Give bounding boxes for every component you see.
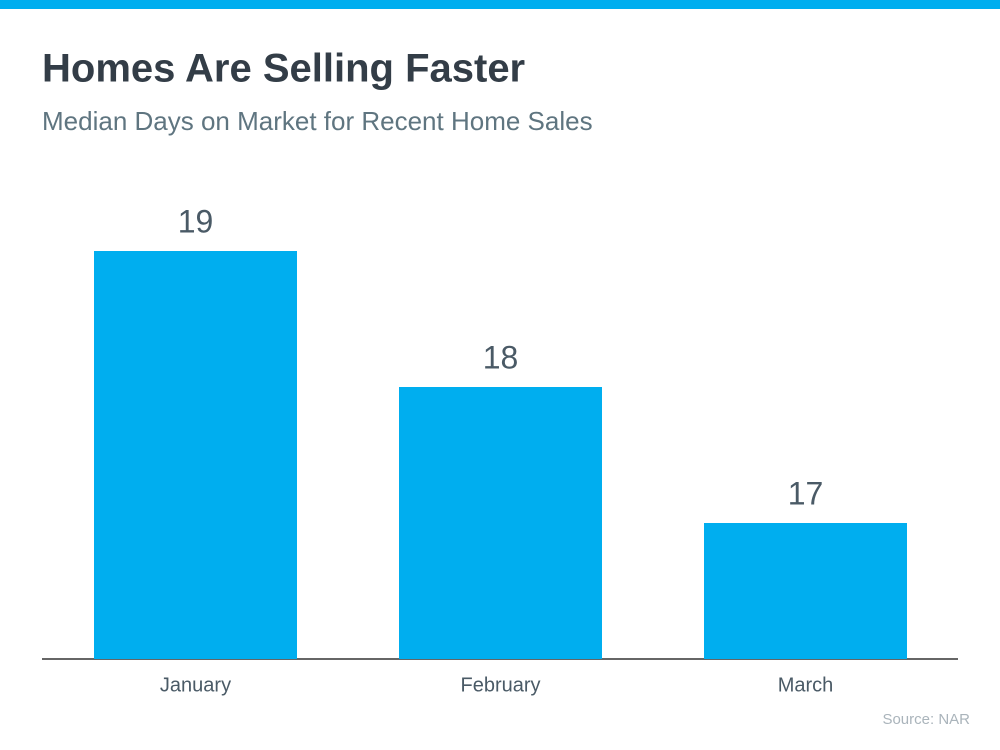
value-label: 17	[788, 475, 824, 511]
top-stripe	[0, 0, 1000, 9]
x-tick-label: February	[460, 674, 540, 696]
bar	[399, 387, 602, 659]
chart-subtitle: Median Days on Market for Recent Home Sa…	[42, 106, 593, 136]
value-label: 19	[178, 203, 214, 239]
value-label: 18	[483, 339, 519, 375]
x-tick-label: March	[778, 674, 834, 696]
x-tick-label: January	[160, 674, 231, 696]
bar	[94, 251, 297, 659]
chart-title: Homes Are Selling Faster	[42, 47, 525, 91]
source: Source: NAR	[882, 711, 970, 728]
bar	[704, 523, 907, 659]
